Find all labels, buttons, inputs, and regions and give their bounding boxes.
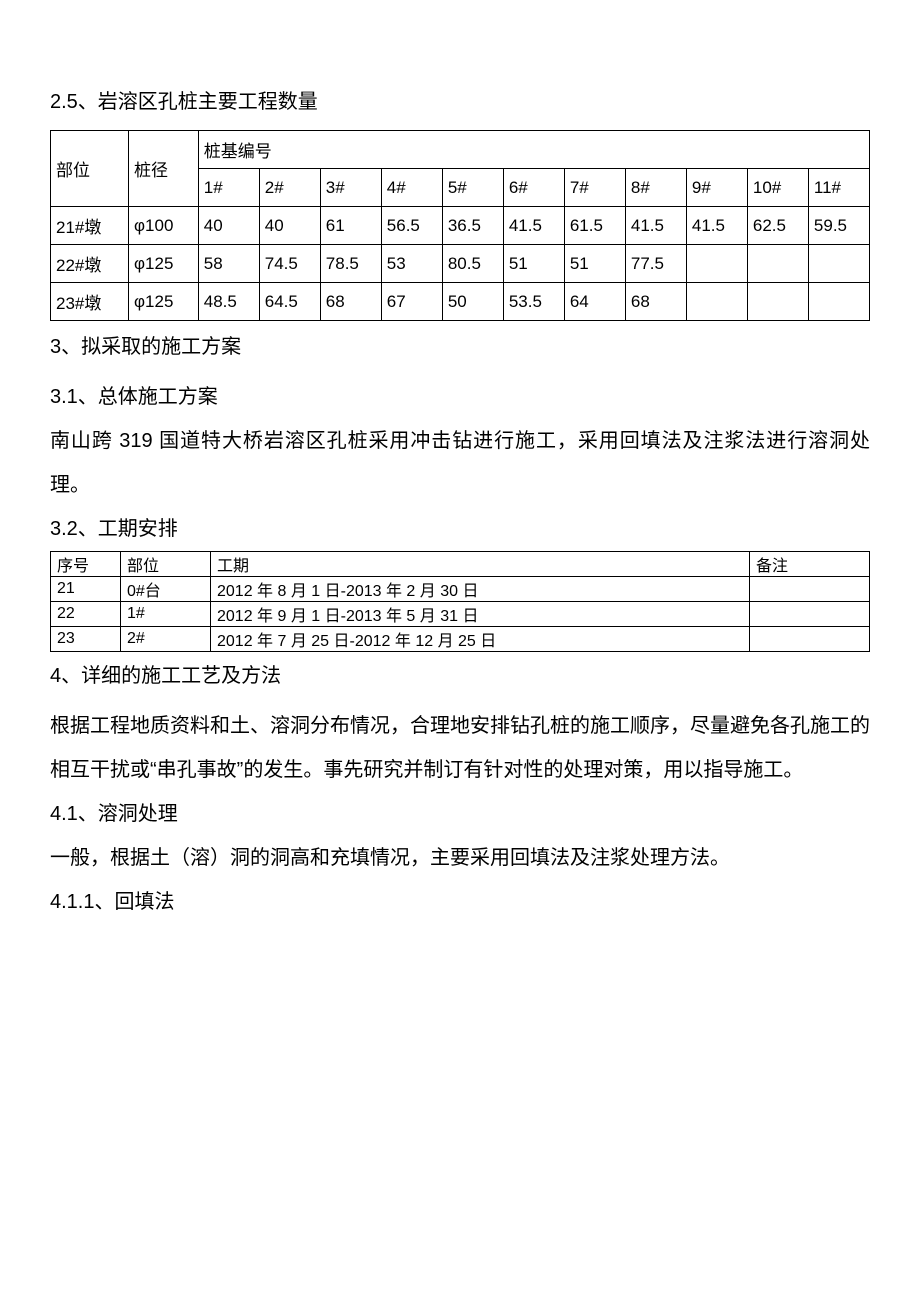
section-3-title: 3、拟采取的施工方案 <box>50 325 870 369</box>
td-val: 51 <box>503 245 564 283</box>
td-val: 40 <box>259 207 320 245</box>
td-val: 80.5 <box>442 245 503 283</box>
td-seq: 21 <box>51 577 121 602</box>
table-row: 23 2# 2012 年 7 月 25 日-2012 年 12 月 25 日 <box>51 627 870 652</box>
td-val: 59.5 <box>808 207 869 245</box>
td-seq: 23 <box>51 627 121 652</box>
section-4-1-body: 一般，根据土（溶）洞的洞高和充填情况，主要采用回填法及注浆处理方法。 <box>50 836 870 880</box>
td-val: 68 <box>625 283 686 321</box>
th-col: 1# <box>198 169 259 207</box>
td-dia: φ125 <box>129 245 199 283</box>
td-site: 2# <box>121 627 211 652</box>
th-diameter: 桩径 <box>129 131 199 207</box>
th-col: 7# <box>564 169 625 207</box>
td-note <box>750 627 870 652</box>
td-val: 58 <box>198 245 259 283</box>
schedule-table: 序号 部位 工期 备注 21 0#台 2012 年 8 月 1 日-2013 年… <box>50 551 870 652</box>
td-val <box>747 245 808 283</box>
section-3-1-title: 3.1、总体施工方案 <box>50 375 870 419</box>
td-val <box>808 245 869 283</box>
td-period: 2012 年 9 月 1 日-2013 年 5 月 31 日 <box>211 602 750 627</box>
td-site: 22#墩 <box>51 245 129 283</box>
td-note <box>750 577 870 602</box>
th-period: 工期 <box>211 552 750 577</box>
td-period: 2012 年 7 月 25 日-2012 年 12 月 25 日 <box>211 627 750 652</box>
td-site: 23#墩 <box>51 283 129 321</box>
table-row: 22 1# 2012 年 9 月 1 日-2013 年 5 月 31 日 <box>51 602 870 627</box>
th-col: 10# <box>747 169 808 207</box>
th-col: 6# <box>503 169 564 207</box>
td-val: 64 <box>564 283 625 321</box>
td-val: 61 <box>320 207 381 245</box>
th-note: 备注 <box>750 552 870 577</box>
section-4-1-title: 4.1、溶洞处理 <box>50 792 870 836</box>
td-val: 36.5 <box>442 207 503 245</box>
td-val: 53 <box>381 245 442 283</box>
section-3-2-title: 3.2、工期安排 <box>50 507 870 551</box>
th-seq: 序号 <box>51 552 121 577</box>
section-4-intro: 根据工程地质资料和土、溶洞分布情况，合理地安排钻孔桩的施工顺序，尽量避免各孔施工… <box>50 704 870 792</box>
section-3-1-body: 南山跨 319 国道特大桥岩溶区孔桩采用冲击钻进行施工，采用回填法及注浆法进行溶… <box>50 419 870 507</box>
td-val: 56.5 <box>381 207 442 245</box>
td-val: 50 <box>442 283 503 321</box>
td-dia: φ100 <box>129 207 199 245</box>
td-val: 40 <box>198 207 259 245</box>
td-val: 78.5 <box>320 245 381 283</box>
th-col: 11# <box>808 169 869 207</box>
th-site: 部位 <box>121 552 211 577</box>
th-col: 3# <box>320 169 381 207</box>
td-site: 1# <box>121 602 211 627</box>
td-val: 62.5 <box>747 207 808 245</box>
td-val: 74.5 <box>259 245 320 283</box>
td-note <box>750 602 870 627</box>
td-val: 41.5 <box>503 207 564 245</box>
th-pile-group: 桩基编号 <box>198 131 869 169</box>
th-site: 部位 <box>51 131 129 207</box>
th-col: 9# <box>686 169 747 207</box>
section-2-5-title: 2.5、岩溶区孔桩主要工程数量 <box>50 80 870 124</box>
td-site: 0#台 <box>121 577 211 602</box>
td-val: 68 <box>320 283 381 321</box>
td-val: 64.5 <box>259 283 320 321</box>
td-dia: φ125 <box>129 283 199 321</box>
td-val: 53.5 <box>503 283 564 321</box>
td-seq: 22 <box>51 602 121 627</box>
td-val <box>747 283 808 321</box>
td-val: 41.5 <box>686 207 747 245</box>
td-site: 21#墩 <box>51 207 129 245</box>
table-row: 21 0#台 2012 年 8 月 1 日-2013 年 2 月 30 日 <box>51 577 870 602</box>
td-period: 2012 年 8 月 1 日-2013 年 2 月 30 日 <box>211 577 750 602</box>
section-4-1-1-title: 4.1.1、回填法 <box>50 880 870 924</box>
td-val <box>686 283 747 321</box>
td-val: 61.5 <box>564 207 625 245</box>
td-val: 51 <box>564 245 625 283</box>
section-4-title: 4、详细的施工工艺及方法 <box>50 654 870 698</box>
td-val <box>808 283 869 321</box>
td-val <box>686 245 747 283</box>
th-col: 8# <box>625 169 686 207</box>
th-col: 4# <box>381 169 442 207</box>
th-col: 5# <box>442 169 503 207</box>
td-val: 41.5 <box>625 207 686 245</box>
td-val: 48.5 <box>198 283 259 321</box>
td-val: 77.5 <box>625 245 686 283</box>
th-col: 2# <box>259 169 320 207</box>
pile-quantity-table: 部位 桩径 桩基编号 1# 2# 3# 4# 5# 6# 7# 8# 9# 10… <box>50 130 870 321</box>
td-val: 67 <box>381 283 442 321</box>
